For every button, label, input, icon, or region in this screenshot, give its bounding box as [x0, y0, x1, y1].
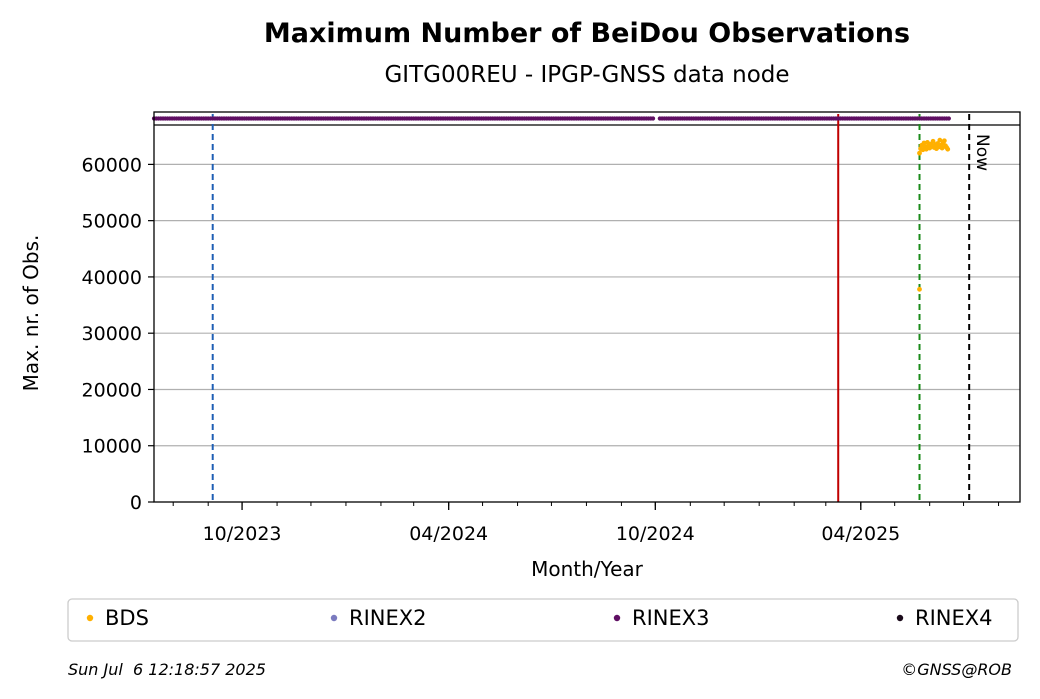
chart-subtitle: GITG00REU - IPGP-GNSS data node	[384, 62, 789, 88]
legend-marker	[330, 614, 338, 622]
reference-lines: Now	[211, 114, 992, 502]
data-point	[941, 138, 947, 144]
data-point	[917, 150, 922, 156]
data-point	[937, 137, 943, 143]
y-tick-label: 10000	[82, 436, 142, 458]
availability-point	[650, 116, 656, 121]
y-tick-label: 40000	[82, 267, 142, 289]
x-tick-label: 04/2024	[409, 523, 488, 545]
now-label: Now	[972, 134, 992, 171]
plot-frame	[153, 111, 1021, 503]
data-point	[917, 286, 922, 292]
grid-lines	[154, 124, 1020, 447]
x-axis-label: Month/Year	[531, 557, 644, 581]
availability-point	[946, 116, 951, 121]
x-tick-label: 10/2024	[616, 523, 695, 545]
y-tick-label: 50000	[82, 211, 142, 233]
y-tick-label: 0	[130, 492, 142, 514]
y-tick-label: 20000	[82, 379, 142, 401]
y-tick-label: 60000	[82, 154, 142, 176]
legend: BDS RINEX2 RINEX3 RINEX4	[86, 606, 993, 630]
legend-box	[67, 598, 1019, 642]
y-tick-label: 30000	[82, 323, 142, 345]
legend-marker	[86, 614, 94, 622]
data-points	[917, 137, 951, 292]
footer-credit: ©GNSS@ROB	[901, 660, 1012, 679]
x-axis: 10/2023 04/2024 10/2024 04/2025	[172, 502, 1000, 545]
legend-label: RINEX3	[632, 606, 710, 630]
chart-title: Maximum Number of BeiDou Observations	[264, 18, 910, 49]
data-point	[930, 138, 936, 144]
legend-label: BDS	[105, 606, 149, 630]
x-tick-label: 04/2025	[821, 523, 900, 545]
legend-label: RINEX2	[349, 606, 427, 630]
availability-strip	[151, 116, 951, 121]
legend-marker	[896, 614, 904, 622]
y-axis: 0 10000 20000 30000 40000 50000 60000	[82, 154, 154, 514]
y-axis-label: Max. nr. of Obs.	[19, 235, 43, 392]
legend-marker	[613, 614, 621, 622]
footer-timestamp: Sun Jul 6 12:18:57 2025	[68, 660, 266, 679]
legend-label: RINEX4	[915, 606, 993, 630]
data-point	[945, 146, 951, 152]
x-tick-label: 10/2023	[203, 523, 282, 545]
data-point	[939, 145, 945, 151]
